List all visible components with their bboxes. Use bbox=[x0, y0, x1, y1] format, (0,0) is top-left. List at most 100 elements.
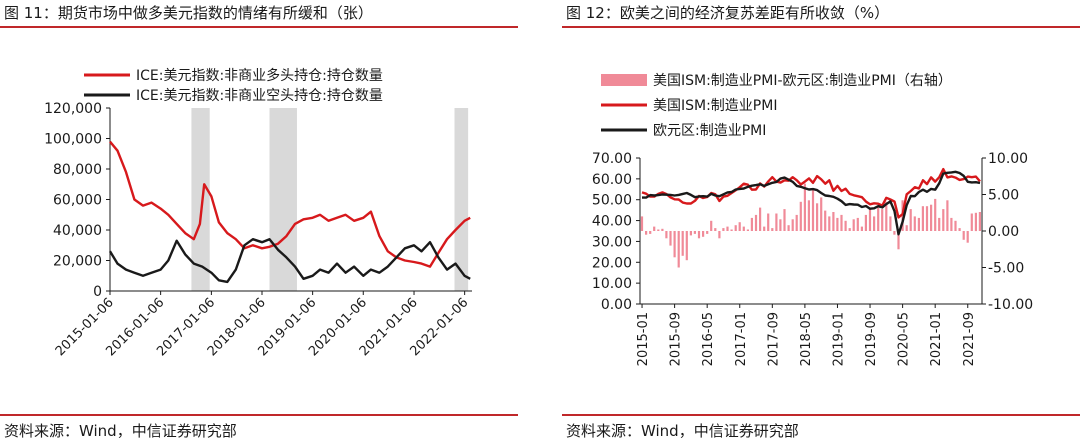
left-top-rule bbox=[0, 26, 518, 28]
right-diff-bar bbox=[718, 231, 721, 239]
right-diff-bar bbox=[775, 213, 778, 231]
right-diff-bar bbox=[685, 231, 688, 261]
right-x-tick-label: 2019-01 bbox=[831, 312, 846, 366]
left-bottom-rule bbox=[0, 414, 518, 416]
right-diff-bar bbox=[702, 231, 705, 237]
right-diff-bar bbox=[689, 231, 692, 236]
left-shaded-period bbox=[191, 108, 210, 291]
right-diff-bar bbox=[693, 231, 696, 234]
right-legend-swatch bbox=[601, 74, 647, 86]
right-diff-bar bbox=[893, 231, 896, 235]
right-diff-bar bbox=[763, 226, 766, 231]
left-y-tick-label: 40,000 bbox=[53, 223, 102, 239]
right-diff-bar bbox=[828, 216, 831, 231]
left-legend-label: ICE:美元指数:非商业空头持仓:持仓数量 bbox=[136, 88, 383, 104]
right-diff-bar bbox=[889, 216, 892, 231]
right-diff-bar bbox=[779, 219, 782, 231]
right-diff-bar bbox=[673, 231, 676, 258]
right-diff-bar bbox=[754, 214, 758, 231]
right-diff-bar bbox=[730, 229, 733, 231]
right-diff-bar bbox=[657, 229, 660, 231]
right-diff-bar bbox=[807, 200, 810, 231]
right-diff-bar bbox=[767, 213, 770, 231]
right-diff-bar bbox=[946, 200, 949, 231]
right-diff-bar bbox=[962, 231, 965, 240]
right-diff-bar bbox=[917, 217, 920, 231]
right-diff-bar bbox=[734, 225, 737, 231]
left-legend-label: ICE:美元指数:非商业多头持仓:持仓数量 bbox=[136, 67, 383, 84]
right-right-y-tick-label: -10.00 bbox=[988, 297, 1033, 313]
right-diff-bar bbox=[860, 226, 863, 231]
right-diff-bar bbox=[848, 228, 851, 231]
right-diff-bar bbox=[750, 217, 753, 231]
right-diff-bar bbox=[868, 209, 872, 231]
right-diff-bar bbox=[840, 214, 843, 231]
right-diff-bar bbox=[649, 231, 652, 234]
right-legend-label: 欧元区:制造业PMI bbox=[653, 123, 766, 139]
right-left-y-tick-label: 50.00 bbox=[592, 193, 632, 209]
right-x-tick-label: 2021-01 bbox=[929, 312, 944, 366]
right-diff-bar bbox=[726, 226, 729, 231]
right-diff-bar bbox=[954, 220, 957, 231]
right-diff-bar bbox=[877, 207, 880, 231]
right-diff-bar bbox=[697, 231, 701, 239]
right-x-tick-label: 2021-09 bbox=[962, 312, 977, 366]
right-diff-bar bbox=[771, 228, 774, 231]
right-x-tick-label: 2016-05 bbox=[701, 312, 716, 366]
right-diff-bar bbox=[816, 203, 819, 231]
right-diff-bar bbox=[934, 198, 937, 231]
right-diff-bar bbox=[938, 217, 941, 231]
right-diff-bar bbox=[738, 222, 741, 231]
right-left-y-tick-label: 10.00 bbox=[592, 276, 632, 292]
right-right-y-tick-label: 10.00 bbox=[988, 151, 1028, 167]
right-diff-bar bbox=[706, 231, 709, 234]
right-bottom-rule bbox=[562, 414, 1080, 416]
left-y-tick-label: 120,000 bbox=[44, 101, 102, 117]
right-diff-bar bbox=[681, 231, 684, 256]
left-y-tick-label: 80,000 bbox=[53, 162, 102, 178]
right-x-tick-label: 2020-05 bbox=[897, 312, 912, 366]
left-y-tick-label: 100,000 bbox=[44, 132, 102, 148]
right-diff-bar bbox=[746, 229, 749, 231]
right-diff-bar bbox=[824, 210, 827, 231]
left-shaded-period bbox=[269, 108, 297, 291]
right-left-y-tick-label: 0.00 bbox=[601, 297, 632, 313]
right-diff-bar bbox=[795, 214, 798, 231]
right-diff-bar bbox=[759, 207, 762, 231]
right-diff-bar bbox=[836, 217, 839, 231]
right-diff-bar bbox=[653, 226, 656, 231]
right-right-y-tick-label: -5.00 bbox=[988, 261, 1024, 277]
right-diff-bar bbox=[852, 219, 855, 231]
right-diff-bar bbox=[909, 209, 912, 231]
watermark: 明晰笔谈 bbox=[888, 380, 1002, 409]
right-diff-bar bbox=[873, 216, 876, 231]
watermark-text: 明晰笔谈 bbox=[922, 384, 1002, 408]
right-source-note: 资料来源：Wind，中信证券研究部 bbox=[566, 422, 799, 440]
right-x-tick-label: 2017-09 bbox=[766, 312, 781, 366]
right-series-line bbox=[641, 167, 981, 219]
right-diff-bar bbox=[710, 220, 713, 231]
right-series-line bbox=[642, 170, 981, 236]
right-diff-bar bbox=[783, 209, 786, 231]
right-left-y-tick-label: 60.00 bbox=[592, 172, 632, 188]
right-diff-bar bbox=[844, 220, 847, 231]
left-series-line bbox=[108, 238, 471, 284]
right-diff-bar bbox=[661, 228, 664, 231]
right-diff-bar bbox=[677, 231, 680, 268]
right-diff-bar bbox=[897, 231, 900, 250]
right-diff-bar bbox=[966, 231, 969, 243]
right-left-y-tick-label: 30.00 bbox=[592, 234, 632, 250]
right-diff-bar bbox=[885, 201, 888, 231]
right-diff-bar bbox=[820, 197, 823, 231]
right-left-y-tick-label: 40.00 bbox=[592, 214, 632, 230]
right-right-y-tick-label: 5.00 bbox=[988, 188, 1019, 204]
right-diff-bar bbox=[950, 217, 953, 231]
left-y-tick-label: 20,000 bbox=[53, 254, 102, 270]
right-diff-bar bbox=[791, 219, 794, 231]
right-diff-bar bbox=[742, 226, 745, 231]
right-diff-bar bbox=[921, 206, 924, 231]
right-diff-bar bbox=[665, 231, 668, 239]
right-diff-bar bbox=[856, 217, 859, 231]
right-diff-bar bbox=[881, 209, 884, 231]
right-diff-bar bbox=[803, 183, 806, 231]
